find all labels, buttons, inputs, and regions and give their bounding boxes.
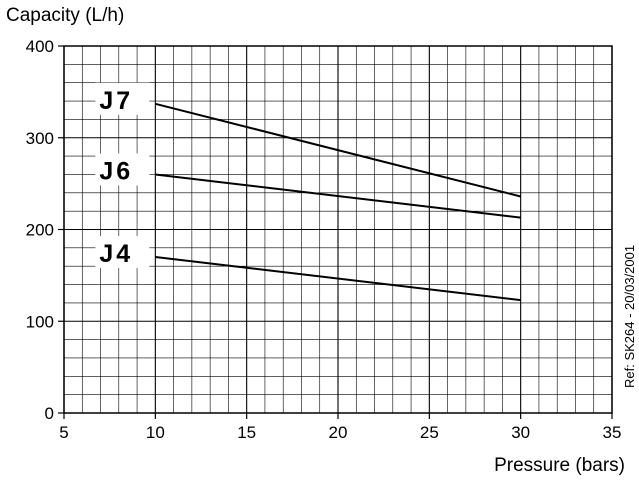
y-tick-label: 100 [26, 312, 54, 331]
x-tick-label: 15 [237, 423, 256, 442]
series-line-j6 [155, 173, 521, 219]
series-label-j6: J6 [99, 157, 133, 185]
y-tick-label: 200 [26, 221, 54, 240]
x-tick-label: 5 [59, 423, 68, 442]
x-axis-title: Pressure (bars) [494, 455, 625, 476]
series-label-background [95, 236, 150, 269]
series-line-j4 [155, 256, 521, 302]
x-tick-label: 10 [146, 423, 165, 442]
grid [63, 45, 613, 414]
series-label-background [95, 153, 150, 186]
x-tick-label: 30 [511, 423, 530, 442]
series-label-background [95, 82, 150, 115]
series-line-j7 [155, 102, 521, 198]
y-tick-label: 0 [45, 404, 54, 423]
y-tick-label: 400 [26, 37, 54, 56]
x-tick-label: 35 [603, 423, 622, 442]
axes [58, 45, 613, 419]
y-axis-title: Capacity (L/h) [6, 5, 125, 26]
x-tick-label: 25 [420, 423, 439, 442]
x-tick-label: 20 [329, 423, 348, 442]
tick-labels: 5 10 15 20 25 30 35 0 100 200 300 400 [26, 37, 622, 442]
y-tick-label: 300 [26, 129, 54, 148]
series-lines: J7 J6 J4 [95, 82, 521, 302]
series-label-j7: J7 [99, 87, 133, 115]
series-label-j4: J4 [99, 240, 133, 268]
